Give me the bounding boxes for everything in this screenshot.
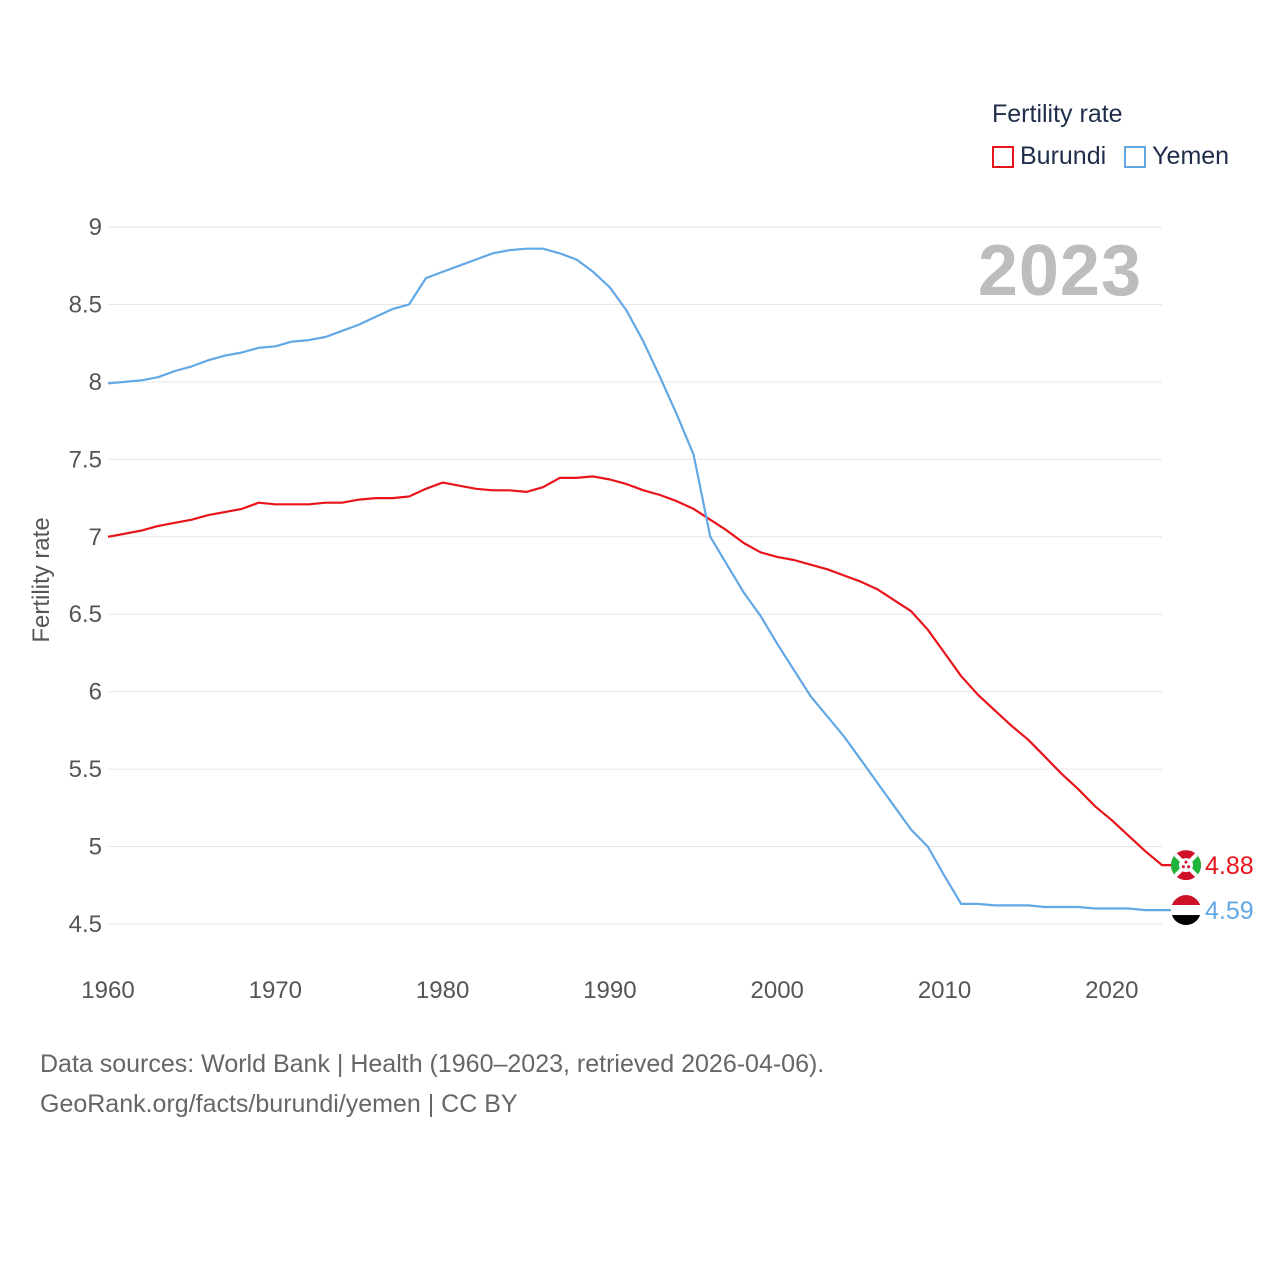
y-tick-label: 8 bbox=[89, 369, 102, 396]
y-tick-label: 6.5 bbox=[69, 601, 102, 628]
x-tick-label: 1980 bbox=[416, 977, 469, 1004]
grid-lines bbox=[108, 226, 1162, 925]
y-tick-label: 9 bbox=[89, 214, 102, 241]
source-note: Data sources: World Bank | Health (1960–… bbox=[40, 1044, 824, 1124]
end-value-burundi: 4.88 bbox=[1205, 852, 1254, 880]
y-tick-label: 4.5 bbox=[69, 911, 102, 938]
legend-swatch-yemen bbox=[1124, 145, 1147, 168]
source-line-1: Data sources: World Bank | Health (1960–… bbox=[40, 1050, 825, 1078]
burundi-flag-icon bbox=[1171, 850, 1201, 881]
y-tick-label: 5.5 bbox=[69, 756, 102, 783]
series-line-burundi[interactable] bbox=[107, 475, 1172, 867]
legend-label-burundi: Burundi bbox=[1020, 142, 1107, 170]
legend-item-yemen[interactable]: Yemen bbox=[1124, 142, 1229, 171]
yemen-flag-icon bbox=[1171, 895, 1201, 926]
x-tick-label: 1990 bbox=[583, 977, 636, 1004]
y-tick-label: 5 bbox=[89, 834, 102, 861]
legend-title: Fertility rate bbox=[992, 100, 1123, 128]
legend: Burundi Yemen bbox=[992, 142, 1247, 171]
year-display: 2023 bbox=[977, 231, 1142, 311]
y-axis-label: Fertility rate bbox=[28, 517, 55, 643]
end-value-yemen: 4.59 bbox=[1205, 897, 1254, 925]
legend-label-yemen: Yemen bbox=[1152, 142, 1230, 170]
y-axis-ticks: 9 8.5 8 7.5 7 6.5 6 5.5 5 4.5 bbox=[69, 214, 102, 938]
x-tick-label: 1960 bbox=[81, 977, 134, 1004]
x-tick-label: 2010 bbox=[918, 977, 971, 1004]
series-line-yemen[interactable] bbox=[107, 247, 1172, 912]
x-tick-label: 1970 bbox=[249, 977, 302, 1004]
x-tick-label: 2020 bbox=[1085, 977, 1138, 1004]
x-tick-label: 2000 bbox=[751, 977, 804, 1004]
y-tick-label: 7.5 bbox=[69, 446, 102, 473]
legend-swatch-burundi bbox=[992, 145, 1014, 168]
series-lines bbox=[107, 247, 1172, 912]
series-end-markers: 4.88 4.59 bbox=[1171, 850, 1254, 926]
source-line-2[interactable]: GeoRank.org/facts/burundi/yemen | CC BY bbox=[40, 1090, 518, 1118]
y-tick-label: 6 bbox=[89, 679, 102, 706]
y-tick-label: 7 bbox=[89, 524, 102, 551]
legend-item-burundi[interactable]: Burundi bbox=[992, 142, 1106, 171]
y-tick-label: 8.5 bbox=[69, 291, 102, 318]
x-axis-ticks: 1960 1970 1980 1990 2000 2010 2020 bbox=[81, 977, 1138, 1004]
